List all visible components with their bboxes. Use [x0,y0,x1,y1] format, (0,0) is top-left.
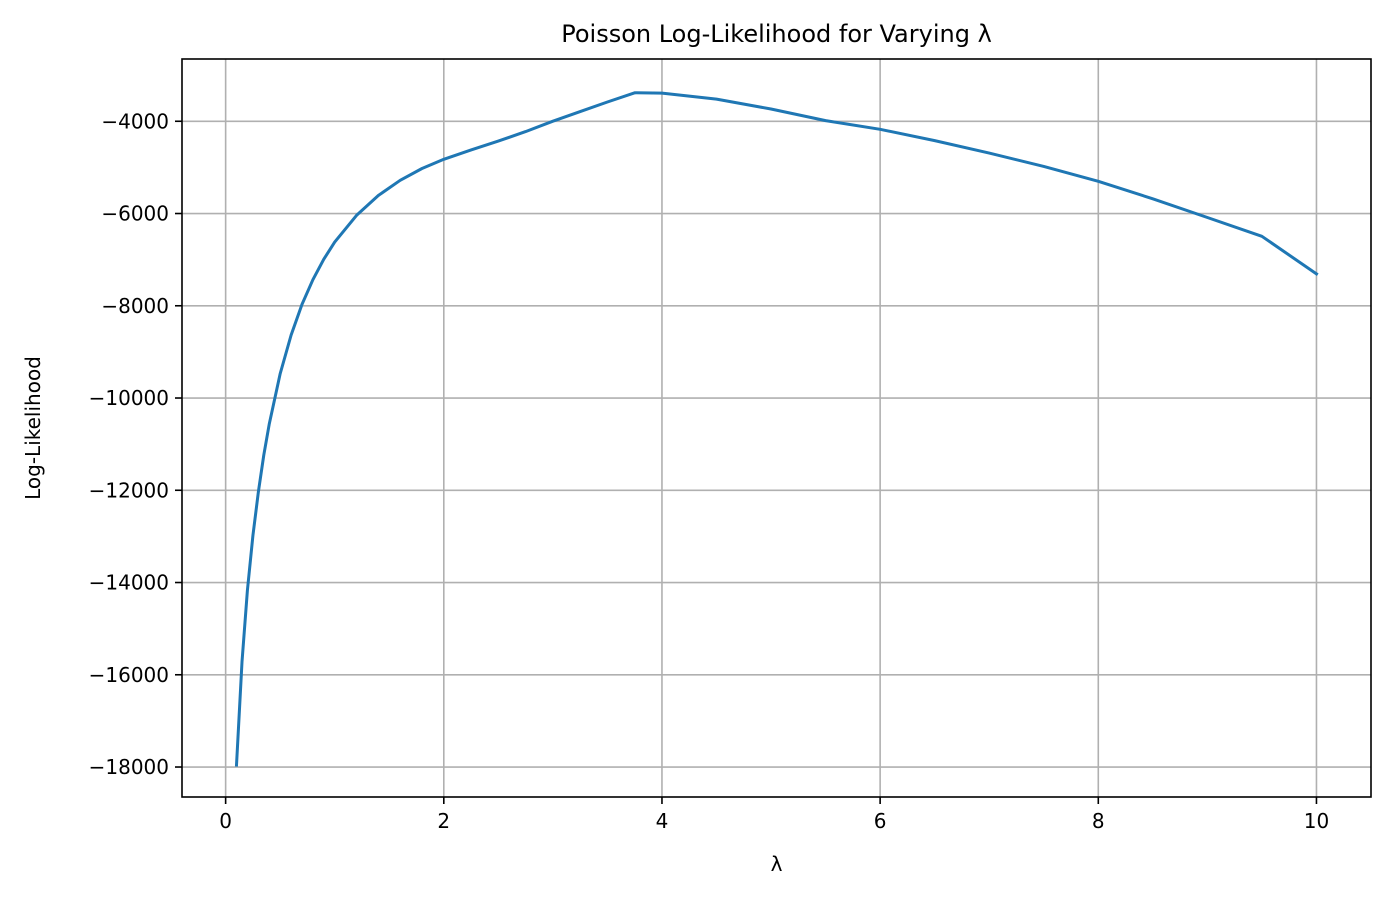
series-line [234,91,1319,767]
grid [182,59,1371,797]
x-tick-label: 6 [874,809,887,833]
y-tick-label: −6000 [101,202,169,226]
series-layer [234,91,1319,767]
x-tick-label: 0 [219,809,232,833]
chart-title: Poisson Log-Likelihood for Varying λ [561,20,992,48]
plot-frame [181,58,1372,798]
x-tick-label: 2 [437,809,450,833]
x-axis-label: λ [771,852,783,876]
x-tick-label: 10 [1304,809,1329,833]
x-tick-label: 4 [656,809,669,833]
y-tick-label: −14000 [89,571,169,595]
y-axis-label: Log-Likelihood [21,356,45,500]
y-tick-label: −12000 [89,478,169,502]
ticks: 0 2 4 6 8 10 −18000 −16000 −14000 −12000 −10000 −80… [89,109,1330,833]
y-tick-label: −10000 [89,386,169,410]
x-tick-label: 8 [1092,809,1105,833]
y-tick-label: −8000 [101,294,169,318]
y-tick-label: −4000 [101,109,169,133]
y-tick-label: −16000 [89,663,169,687]
y-tick-label: −18000 [89,755,169,779]
